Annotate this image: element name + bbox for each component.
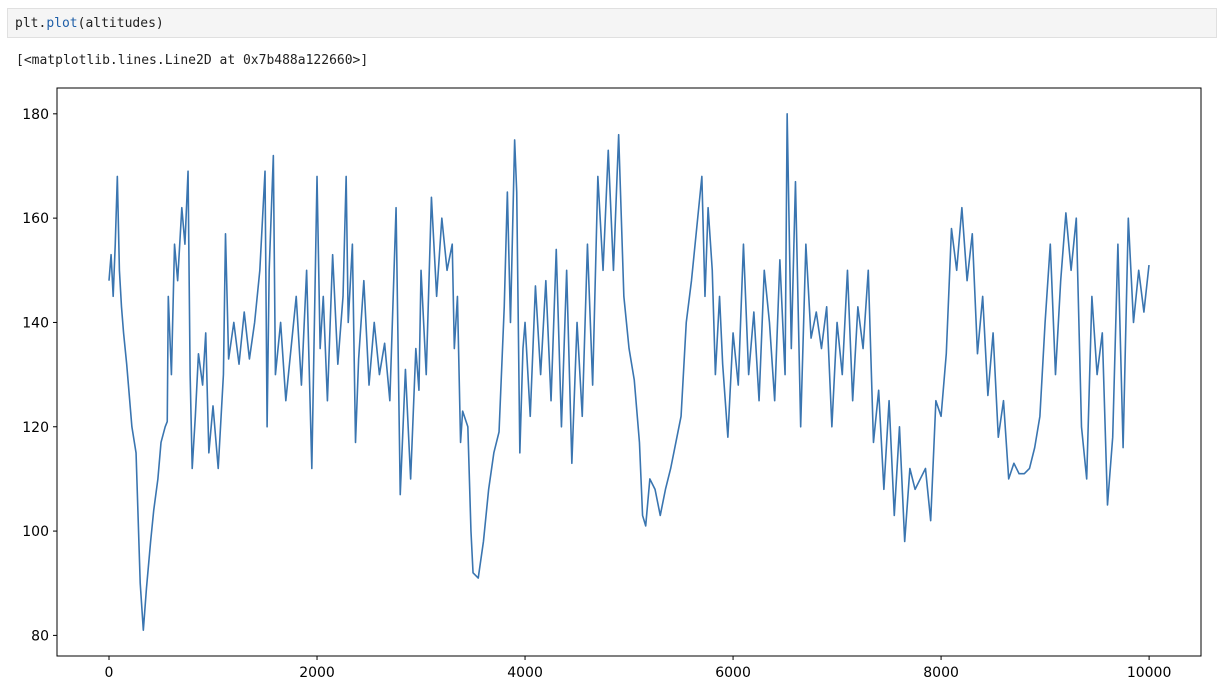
- x-tick-label: 0: [105, 665, 114, 681]
- code-token: plot: [46, 16, 78, 31]
- x-tick-label: 4000: [507, 665, 543, 681]
- plot-frame: [56, 87, 1202, 657]
- x-tick-label: 2000: [299, 665, 335, 681]
- output-text: [<matplotlib.lines.Line2D at 0x7b488a122…: [16, 53, 369, 68]
- line-series: [108, 113, 1150, 631]
- code-token: (altitudes): [77, 16, 164, 31]
- x-tick-label: 8000: [923, 665, 959, 681]
- y-tick-label: 120: [22, 420, 49, 436]
- y-tick-label: 140: [22, 315, 49, 331]
- y-tick-label: 100: [22, 524, 49, 540]
- code-token: plt.: [15, 16, 47, 31]
- x-tick-label: 10000: [1127, 665, 1172, 681]
- y-tick-label: 180: [22, 107, 49, 123]
- y-tick-label: 160: [22, 211, 49, 227]
- x-tick-label: 6000: [715, 665, 751, 681]
- code-cell[interactable]: plt.plot(altitudes): [7, 8, 1217, 38]
- y-tick-label: 80: [31, 628, 49, 644]
